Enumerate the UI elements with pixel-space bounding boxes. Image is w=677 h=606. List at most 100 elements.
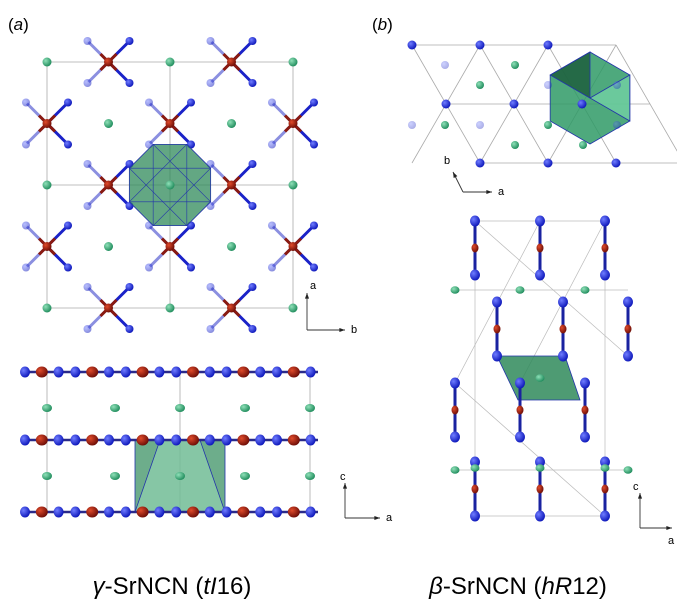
atom <box>175 404 185 412</box>
atom <box>544 81 552 89</box>
caption-part: 16) <box>217 573 252 600</box>
atom <box>310 141 318 149</box>
atom <box>64 222 72 230</box>
atom <box>451 286 460 294</box>
atom <box>535 511 545 522</box>
atom <box>22 141 30 149</box>
atom <box>441 121 449 129</box>
arrow-head <box>339 328 345 332</box>
atom <box>171 507 181 518</box>
atom <box>516 286 525 294</box>
atom <box>70 435 80 446</box>
atom <box>222 507 232 518</box>
atom <box>255 507 265 518</box>
atom <box>145 264 153 272</box>
atom <box>289 181 298 190</box>
atom <box>268 99 276 107</box>
atom <box>558 297 568 308</box>
atom <box>310 264 318 272</box>
atom <box>205 507 215 518</box>
label-part: ) <box>387 15 393 34</box>
atom <box>104 507 114 518</box>
atom <box>84 283 92 291</box>
atom <box>187 367 199 378</box>
label-part: a <box>14 15 23 34</box>
atom <box>579 141 587 149</box>
atom <box>36 507 48 518</box>
arrow-head <box>666 526 672 530</box>
atom <box>54 435 64 446</box>
atom <box>137 435 149 446</box>
atom <box>126 37 134 45</box>
atom <box>602 244 609 253</box>
atom <box>54 507 64 518</box>
atom <box>20 507 30 518</box>
axis-label: a <box>668 535 675 547</box>
atom <box>476 41 485 50</box>
caption-part: -SrNCN ( <box>105 573 204 600</box>
atom <box>166 119 175 128</box>
atom <box>54 367 64 378</box>
atom <box>249 283 257 291</box>
atom <box>249 160 257 168</box>
atom <box>205 435 215 446</box>
atom <box>171 367 181 378</box>
atom <box>494 325 501 334</box>
atom <box>166 181 175 190</box>
caption-part: hR <box>542 573 573 600</box>
atom <box>272 435 282 446</box>
atom <box>43 119 52 128</box>
atom <box>289 304 298 313</box>
atom <box>268 141 276 149</box>
label-part: ) <box>23 15 29 34</box>
atom <box>470 270 480 281</box>
atom <box>408 41 417 50</box>
atom <box>175 472 185 480</box>
atom <box>70 367 80 378</box>
atom <box>207 79 215 87</box>
atom <box>535 216 545 227</box>
atom <box>305 472 315 480</box>
panel-label: (b) <box>372 15 393 34</box>
atom <box>137 507 149 518</box>
atom <box>476 81 484 89</box>
atom <box>227 119 236 128</box>
atom <box>154 435 164 446</box>
atom <box>154 507 164 518</box>
atom <box>602 485 609 494</box>
atom <box>104 242 113 251</box>
atom <box>86 507 98 518</box>
atom <box>623 351 633 362</box>
atom <box>249 325 257 333</box>
atom <box>288 507 300 518</box>
atom <box>43 304 52 313</box>
atom <box>137 367 149 378</box>
atom <box>255 367 265 378</box>
atom <box>470 511 480 522</box>
caption: β-SrNCN (hR12) <box>428 573 607 600</box>
atom <box>289 58 298 67</box>
atom <box>237 435 249 446</box>
axis-label: b <box>444 155 450 167</box>
atom <box>544 159 553 168</box>
atom <box>43 181 52 190</box>
atom <box>272 367 282 378</box>
atom <box>268 222 276 230</box>
atom <box>515 378 525 389</box>
atom <box>537 485 544 494</box>
atom <box>86 435 98 446</box>
atom <box>36 435 48 446</box>
atom <box>613 121 621 129</box>
label-part: b <box>378 15 387 34</box>
figure: (a) (b) γ-SrNCN (tI16) β-SrNCN (hR12) ab… <box>0 0 677 606</box>
panel-label: (a) <box>8 15 29 34</box>
atom <box>441 61 449 69</box>
atom <box>537 244 544 253</box>
atom <box>84 202 92 210</box>
atom <box>110 472 120 480</box>
atom <box>450 432 460 443</box>
atom <box>560 325 567 334</box>
atom <box>582 406 589 415</box>
atom <box>625 325 632 334</box>
atom <box>536 464 545 472</box>
